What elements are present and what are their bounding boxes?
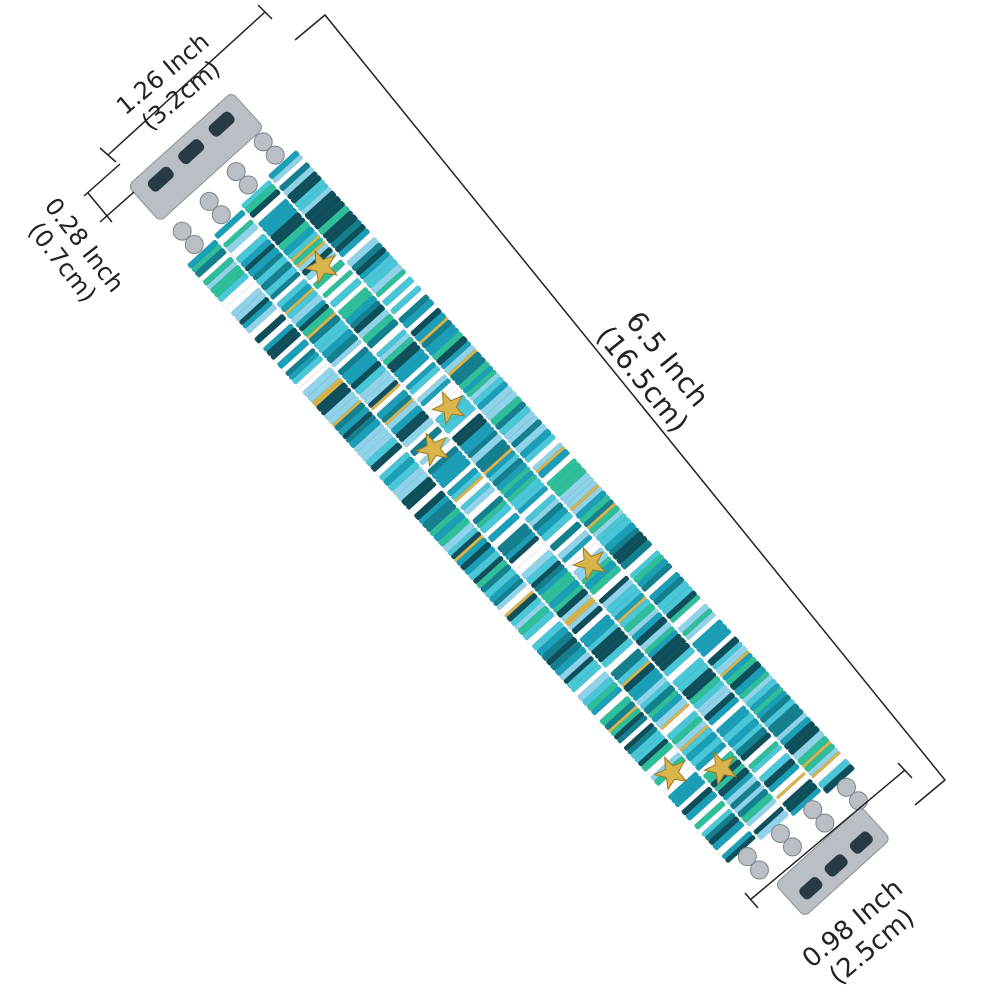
depth-line <box>83 163 135 223</box>
gold-star-bead <box>571 546 607 582</box>
silver-bead <box>265 145 285 165</box>
gold-star-bead <box>703 751 738 787</box>
silver-bead <box>184 235 204 255</box>
bottom-connector <box>776 808 889 915</box>
bead-strand <box>226 162 835 833</box>
beaded-watch-band <box>129 94 889 915</box>
gold-star-bead <box>430 390 466 426</box>
bead-strand <box>253 132 869 811</box>
silver-bead <box>815 813 835 833</box>
gold-star-bead <box>653 755 688 791</box>
gold-star-bead <box>303 249 339 285</box>
top-connector <box>129 94 262 220</box>
bead-strand <box>172 221 769 880</box>
gold-star-bead <box>414 432 450 468</box>
width-bottom-line <box>744 762 913 909</box>
silver-bead <box>749 860 769 880</box>
silver-bead <box>211 205 231 225</box>
length-line <box>294 13 947 806</box>
width-top-line <box>99 4 273 163</box>
length-label: 6.5 Inch (16.5cm) <box>590 305 716 439</box>
silver-bead <box>238 175 258 195</box>
dimension-lines <box>83 4 947 909</box>
silver-bead <box>782 837 802 857</box>
